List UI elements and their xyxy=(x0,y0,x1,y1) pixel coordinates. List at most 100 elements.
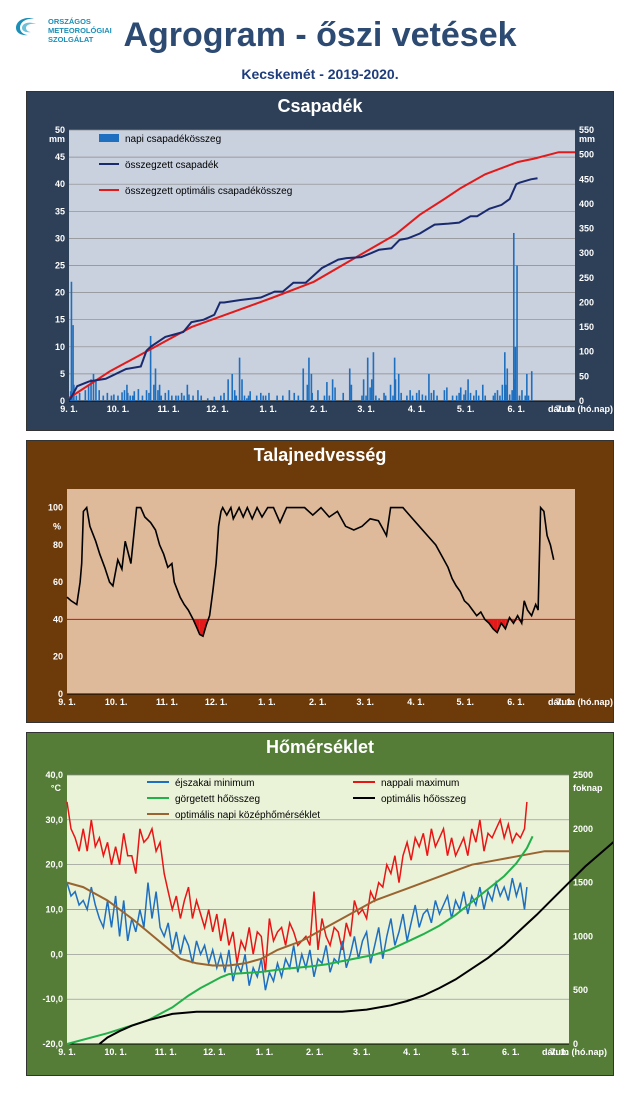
precip-bar xyxy=(516,265,518,401)
precip-bar xyxy=(473,395,475,401)
y-tick-label: 80 xyxy=(53,540,63,550)
y-tick-label: 20,0 xyxy=(45,860,63,870)
precip-bar xyxy=(499,395,501,401)
x-tick-label: 12. 1. xyxy=(205,697,228,707)
precip-bar xyxy=(418,390,420,401)
precip-bar xyxy=(409,390,411,401)
precipitation-chart: Csapadék05101520253035404550050100150200… xyxy=(49,96,613,414)
x-tick-label: 11. 1. xyxy=(155,1047,177,1057)
y-tick-label: 50 xyxy=(55,125,65,135)
precip-bar xyxy=(223,392,225,401)
precip-bar xyxy=(117,395,119,401)
logo-line: SZOLGÁLAT xyxy=(48,35,94,44)
logo-swirl-icon xyxy=(16,18,36,36)
precip-bar xyxy=(362,379,365,401)
y2-tick-label: 300 xyxy=(579,248,594,258)
y2-tick-label: 0 xyxy=(579,396,584,406)
precip-bar xyxy=(149,335,152,401)
precip-bar xyxy=(400,392,402,401)
precip-bar xyxy=(521,390,523,401)
precip-bar xyxy=(524,395,527,401)
y2-tick-label: 550 xyxy=(579,125,594,135)
precip-bar xyxy=(464,390,467,401)
precip-bar xyxy=(90,379,92,401)
precip-bar xyxy=(350,384,353,401)
precip-bar xyxy=(481,384,484,401)
precipitation-panel: Csapadék 0 5 10 15 20 25 30 35 40 45 50 0 50 100 150 200… xyxy=(26,91,614,431)
precip-bar xyxy=(530,371,533,401)
precip-bar xyxy=(126,392,129,401)
precip-bar xyxy=(200,395,203,401)
precip-bar xyxy=(98,390,100,401)
precip-bar xyxy=(133,391,136,401)
x-axis-label: dátum (hó.nap) xyxy=(542,1047,607,1057)
precip-bar xyxy=(326,382,328,401)
x-tick-label: 5. 1. xyxy=(456,697,474,707)
precip-bar xyxy=(264,395,267,401)
precip-bar xyxy=(158,384,161,401)
chart-title: Csapadék xyxy=(277,96,363,116)
logo-line: METEOROLÓGIAI xyxy=(48,26,112,35)
precip-bar xyxy=(288,390,291,401)
x-tick-label: 6. 1. xyxy=(502,1047,520,1057)
precip-bar xyxy=(501,384,504,401)
precip-bar xyxy=(137,389,140,401)
y-unit-label: mm xyxy=(49,134,65,144)
legend-label: nappali maximum xyxy=(381,778,459,789)
x-tick-label: 5. 1. xyxy=(457,404,475,414)
y2-tick-label: 500 xyxy=(579,150,594,160)
y2-tick-label: 450 xyxy=(579,174,594,184)
precip-bar xyxy=(106,392,109,401)
precip-bar xyxy=(511,390,513,401)
precip-bar xyxy=(365,395,367,401)
x-tick-label: 7. 1. xyxy=(551,1047,569,1057)
x-tick-label: 2. 1. xyxy=(309,697,327,707)
header: ORSZÁGOS METEOROLÓGIAI SZOLGÁLAT Agrogra… xyxy=(0,0,640,88)
page-title: Agrogram - őszi vetések xyxy=(123,16,517,54)
precip-bar xyxy=(238,357,241,401)
legend-swatch xyxy=(99,134,119,142)
legend-label: görgetett hőösszeg xyxy=(175,794,260,805)
x-tick-label: 1. 1. xyxy=(256,1047,274,1057)
y2-unit-label: foknap xyxy=(573,783,603,793)
precip-bar xyxy=(84,390,87,401)
precip-bar xyxy=(389,384,392,401)
omsz-logo: ORSZÁGOS METEOROLÓGIAI SZOLGÁLAT xyxy=(12,14,122,54)
legend-label: éjszakai minimum xyxy=(175,778,254,789)
logo-line: ORSZÁGOS xyxy=(48,17,91,26)
precip-bar xyxy=(175,395,177,401)
precip-bar xyxy=(342,392,345,401)
precip-bar xyxy=(153,384,155,401)
precip-bar xyxy=(375,395,377,401)
temperature-panel: Hőmérséklet -20,0 -10,0 0,0 10,0 20,0 30,0 40,0… xyxy=(26,732,614,1076)
precip-bar xyxy=(126,384,128,401)
y2-tick-label: 1500 xyxy=(573,878,593,888)
precip-bar xyxy=(131,395,134,401)
soil-moisture-chart: Talajnedvesség 0 20 40 60 80 100 9. 1. 10. 1. 11.… xyxy=(48,445,613,707)
x-tick-label: 10. 1. xyxy=(105,697,128,707)
y-tick-label: 5 xyxy=(60,369,65,379)
y-tick-label: 10,0 xyxy=(45,905,63,915)
x-tick-label: 1. 1. xyxy=(258,697,276,707)
x-tick-label: 1. 1. xyxy=(259,404,277,414)
precip-bar xyxy=(243,395,246,401)
precip-bar xyxy=(411,395,414,401)
y-tick-label: 10 xyxy=(55,342,65,352)
precip-bar xyxy=(334,387,336,401)
precip-bar xyxy=(369,387,371,401)
precip-bar xyxy=(323,395,326,401)
precip-bar xyxy=(394,379,397,401)
y-tick-label: 30,0 xyxy=(45,815,63,825)
legend-label: összegzett csapadék xyxy=(125,160,219,171)
chart-title: Hőmérséklet xyxy=(266,737,374,757)
precip-bar xyxy=(255,395,258,401)
precip-bar xyxy=(415,392,418,401)
precip-bar xyxy=(192,395,194,401)
precip-bar xyxy=(504,352,506,401)
precip-bar xyxy=(393,357,396,401)
precip-bar xyxy=(443,390,446,401)
x-tick-label: 6. 1. xyxy=(507,404,525,414)
precip-bar xyxy=(197,390,199,401)
y2-tick-label: 500 xyxy=(573,985,588,995)
page-subtitle: Kecskemét - 2019-2020. xyxy=(241,66,399,82)
